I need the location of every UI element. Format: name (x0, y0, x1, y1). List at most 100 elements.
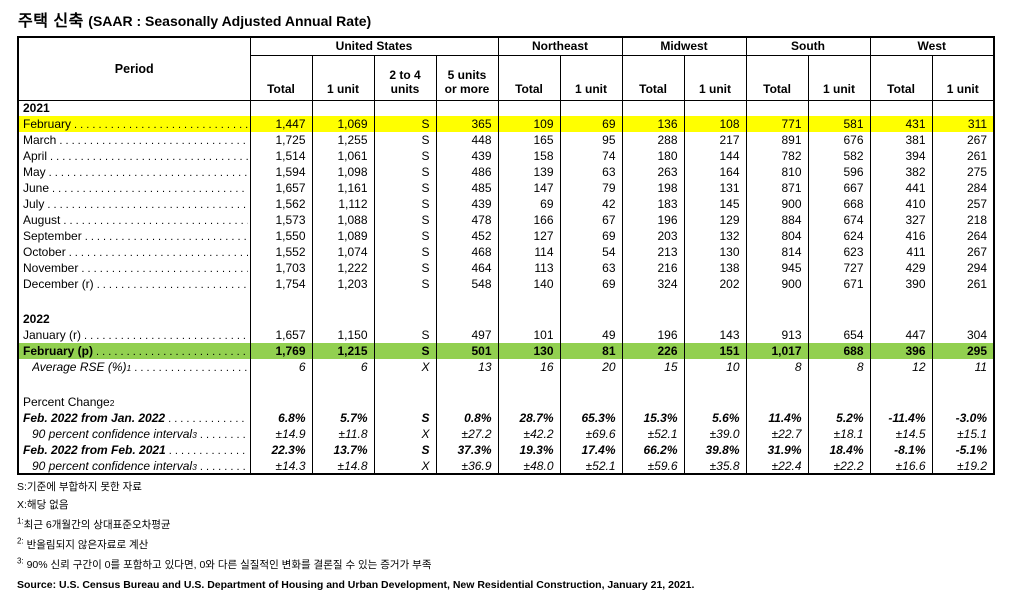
value-cell: 1,089 (311, 228, 375, 244)
value-cell (621, 311, 685, 327)
value-cell (745, 375, 809, 394)
footnote: 3: 90% 신뢰 구간이 0를 포함하고 있다면, 0와 다른 실질적인 변화… (17, 557, 1024, 572)
value-cell: 1,161 (311, 180, 375, 196)
value-cell: 63 (559, 260, 623, 276)
value-cell: 311 (931, 116, 995, 132)
value-cell: 1,725 (249, 132, 313, 148)
value-cell: 394 (869, 148, 933, 164)
footnote-text: 반올림되지 않은자료로 계산 (23, 539, 149, 551)
value-cell: 382 (869, 164, 933, 180)
spacer-row (17, 292, 995, 311)
value-cell (373, 375, 437, 394)
row-label-value: August (23, 213, 61, 227)
value-cell: 1,088 (311, 212, 375, 228)
value-cell (683, 394, 747, 410)
column-header: Total (869, 54, 933, 101)
value-cell: 8 (807, 359, 871, 375)
column-header: 5 units or more (435, 54, 499, 101)
value-cell (931, 394, 995, 410)
value-cell: ±36.9 (435, 458, 499, 474)
value-cell: 884 (745, 212, 809, 228)
value-cell: ±14.5 (869, 426, 933, 442)
value-cell: 140 (497, 276, 561, 292)
column-header: Total (497, 54, 561, 101)
column-header: 1 unit (311, 54, 375, 101)
dot-leader (169, 443, 248, 457)
table-row: Feb. 2022 from Jan. 2022 6.8%5.7%S0.8%28.… (17, 410, 995, 426)
value-cell: 671 (807, 276, 871, 292)
value-cell: ±14.3 (249, 458, 313, 474)
value-cell: 304 (931, 327, 995, 343)
table-body: 2021February1,4471,069S36510969136108771… (17, 100, 995, 474)
value-cell: 275 (931, 164, 995, 180)
value-cell (745, 292, 809, 311)
value-cell: ±11.8 (311, 426, 375, 442)
value-cell: ±18.1 (807, 426, 871, 442)
value-cell: 196 (621, 327, 685, 343)
footnote: 2: 반올림되지 않은자료로 계산 (17, 537, 1024, 552)
value-cell: 439 (435, 148, 499, 164)
dot-leader (134, 360, 247, 374)
value-cell (373, 100, 437, 116)
value-cell: 113 (497, 260, 561, 276)
value-cell: 1,769 (249, 343, 313, 359)
value-cell: 20 (559, 359, 623, 375)
value-cell: 147 (497, 180, 561, 196)
region-header: Midwest (621, 36, 747, 56)
value-cell: 464 (435, 260, 499, 276)
row-label-value: 2021 (23, 101, 50, 116)
value-cell (621, 375, 685, 394)
table-row: June 1,6571,161S4851477919813187166744128… (17, 180, 995, 196)
value-cell: ±14.9 (249, 426, 313, 442)
row-label: September (17, 228, 251, 244)
value-cell: 410 (869, 196, 933, 212)
value-cell: 213 (621, 244, 685, 260)
value-cell: 429 (869, 260, 933, 276)
table-row: 90 percent confidence interval3±14.9±11.… (17, 426, 995, 442)
row-label-text: 2021 (23, 101, 250, 115)
value-cell: 1,203 (311, 276, 375, 292)
row-label: 90 percent confidence interval 3 (17, 458, 251, 474)
value-cell (249, 292, 313, 311)
value-cell: ±14.8 (311, 458, 375, 474)
value-cell: 28.7% (497, 410, 561, 426)
table-row: Feb. 2022 from Feb. 2021 22.3%13.7%S37.3%… (17, 442, 995, 458)
value-cell (311, 100, 375, 116)
value-cell: 127 (497, 228, 561, 244)
value-cell (931, 292, 995, 311)
value-cell: S (373, 442, 437, 458)
value-cell: 261 (931, 276, 995, 292)
value-cell: ±19.2 (931, 458, 995, 474)
spacer-row (17, 375, 995, 394)
row-label-text: 90 percent confidence interval 3 (32, 427, 250, 441)
row-label: Feb. 2022 from Jan. 2022 (17, 410, 251, 426)
value-cell: 264 (931, 228, 995, 244)
value-cell: 581 (807, 116, 871, 132)
table-row: February (p) 1,7691,215S501130812261511,0… (17, 343, 995, 359)
value-cell: -8.1% (869, 442, 933, 458)
footnote-symbol: X: (17, 499, 27, 511)
value-cell: 69 (559, 228, 623, 244)
column-header: 1 unit (559, 54, 623, 101)
value-cell: ±52.1 (621, 426, 685, 442)
value-cell (807, 292, 871, 311)
row-label-text: February (23, 117, 250, 131)
value-cell: 129 (683, 212, 747, 228)
footnote-symbol: S: (17, 481, 27, 493)
value-cell (497, 100, 561, 116)
value-cell: 814 (745, 244, 809, 260)
value-cell: 263 (621, 164, 685, 180)
value-cell: ±59.6 (621, 458, 685, 474)
value-cell: 257 (931, 196, 995, 212)
value-cell: 447 (869, 327, 933, 343)
row-label-value: Feb. 2022 from Feb. 2021 (23, 443, 166, 457)
value-cell: 891 (745, 132, 809, 148)
value-cell: 452 (435, 228, 499, 244)
value-cell (373, 292, 437, 311)
value-cell: 130 (683, 244, 747, 260)
value-cell (683, 311, 747, 327)
table-row: Percent Change 2 (17, 394, 995, 410)
value-cell: ±42.2 (497, 426, 561, 442)
dot-leader (81, 261, 247, 275)
value-cell (807, 375, 871, 394)
